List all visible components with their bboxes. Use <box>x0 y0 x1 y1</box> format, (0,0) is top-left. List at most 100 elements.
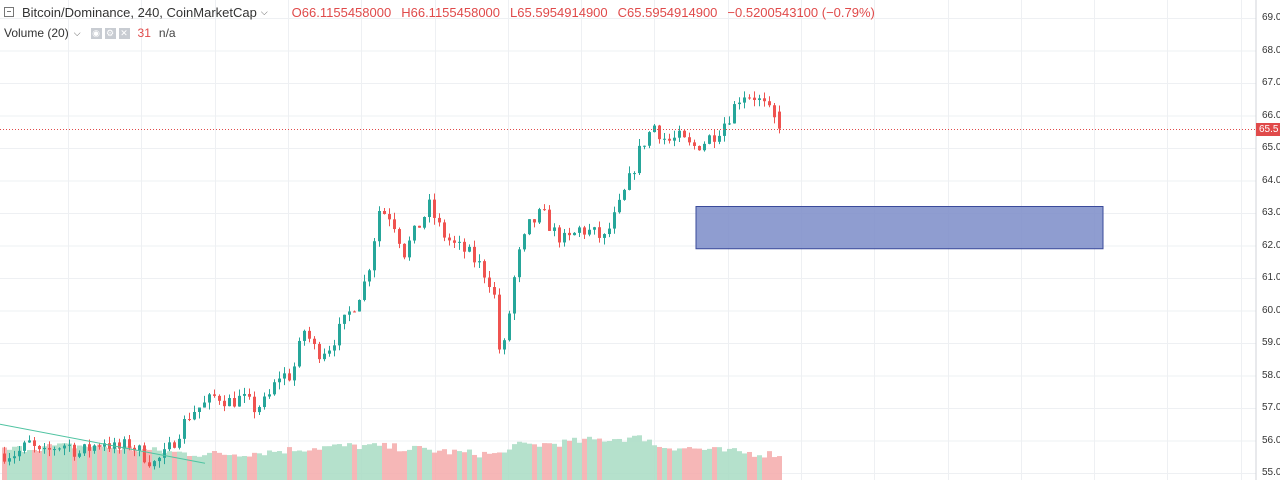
volume-bar <box>712 447 717 480</box>
volume-bar <box>537 446 542 480</box>
chevron-down-icon[interactable]: ⌵ <box>73 27 81 38</box>
candle-body <box>583 227 586 235</box>
volume-bar <box>532 444 537 480</box>
volume-bar <box>322 446 327 480</box>
chevron-down-icon[interactable]: ⌵ <box>260 6 268 17</box>
candle-body <box>683 130 686 138</box>
candle-body <box>698 145 701 151</box>
volume-bar <box>97 444 102 480</box>
volume-bar <box>632 435 637 480</box>
volume-bar <box>692 448 697 480</box>
volume-bar <box>552 443 557 480</box>
candle-body <box>543 209 546 211</box>
close-icon[interactable]: ✕ <box>118 27 130 39</box>
price-tick-label: 68.0 <box>1262 44 1280 56</box>
candle-body <box>468 246 471 252</box>
candle-body <box>33 440 36 446</box>
volume-bar <box>762 457 767 480</box>
volume-bar <box>162 453 167 480</box>
settings-icon[interactable]: ⚙ <box>104 27 116 39</box>
volume-bar <box>757 455 762 480</box>
collapse-legend-icon[interactable] <box>4 7 14 17</box>
candle-body <box>638 145 641 174</box>
volume-bar <box>767 451 772 480</box>
candle-body <box>8 458 11 462</box>
volume-bar <box>42 446 47 480</box>
candle-body <box>663 138 666 140</box>
close-value: 65.5954914900 <box>627 4 718 20</box>
volume-bar <box>517 441 522 480</box>
volume-bar <box>582 438 587 480</box>
candle-body <box>308 330 311 339</box>
volume-bar <box>452 449 457 480</box>
volume-bar <box>507 449 512 480</box>
volume-title[interactable]: Volume (20) <box>4 26 69 40</box>
volume-bar <box>362 445 367 480</box>
volume-bar <box>82 446 87 480</box>
symbol-title[interactable]: Bitcoin/Dominance, 240, CoinMarketCap <box>22 4 257 20</box>
candle-body <box>448 237 451 241</box>
candle-body <box>593 227 596 230</box>
candle-body <box>158 457 161 462</box>
volume-bar <box>607 440 612 480</box>
candle-body <box>443 222 446 238</box>
candle-body <box>98 445 101 447</box>
volume-bar <box>667 448 672 480</box>
eye-icon[interactable]: ◉ <box>90 27 102 39</box>
candle-body <box>628 173 631 190</box>
candle-body <box>243 393 246 396</box>
candle-body <box>733 104 736 124</box>
candle-body <box>618 199 621 213</box>
candle-body <box>738 102 741 105</box>
volume-bar <box>352 444 357 480</box>
candle-body <box>653 125 656 133</box>
candle-body <box>513 277 516 314</box>
volume-bar <box>422 447 427 480</box>
demand-zone-rectangle[interactable] <box>695 206 1104 250</box>
candle-body <box>753 97 756 101</box>
trendline-drawing[interactable] <box>0 423 206 464</box>
candle-body <box>623 189 626 200</box>
candle-body <box>758 98 761 101</box>
low-value: 65.5954914900 <box>517 4 608 20</box>
volume-bar <box>237 456 242 480</box>
candle-body <box>53 449 56 451</box>
volume-bar <box>17 446 22 480</box>
volume-bar <box>297 450 302 480</box>
volume-bar <box>707 448 712 480</box>
volume-bar <box>482 451 487 480</box>
candle-body <box>688 137 691 143</box>
volume-bar <box>502 452 507 480</box>
candle-body <box>598 227 601 238</box>
volume-bar <box>567 440 572 480</box>
candle-body <box>293 366 296 381</box>
volume-bar <box>737 451 742 480</box>
candle-body <box>673 137 676 141</box>
volume-bar <box>287 447 292 480</box>
candle-body <box>518 249 521 278</box>
price-tick-label: 62.0 <box>1262 239 1280 251</box>
volume-bar <box>622 441 627 480</box>
volume-bar <box>357 449 362 480</box>
volume-bar <box>647 439 652 480</box>
candle-body <box>78 453 81 457</box>
volume-bar <box>612 439 617 480</box>
volume-bar <box>522 442 527 480</box>
candle-body <box>603 234 606 238</box>
volume-bar <box>677 448 682 480</box>
candle-body <box>723 123 726 136</box>
candle-body <box>198 407 201 412</box>
low-key: L <box>510 4 518 20</box>
candle-body <box>153 461 156 467</box>
volume-bar <box>592 439 597 480</box>
candle-body <box>423 217 426 228</box>
volume-bar <box>642 441 647 480</box>
volume-bar <box>142 448 147 480</box>
volume-bar <box>717 447 722 480</box>
candle-body <box>703 143 706 151</box>
volume-bar <box>512 444 517 480</box>
candle-body <box>378 211 381 242</box>
volume-bar <box>307 450 312 480</box>
candle-body <box>248 393 251 397</box>
